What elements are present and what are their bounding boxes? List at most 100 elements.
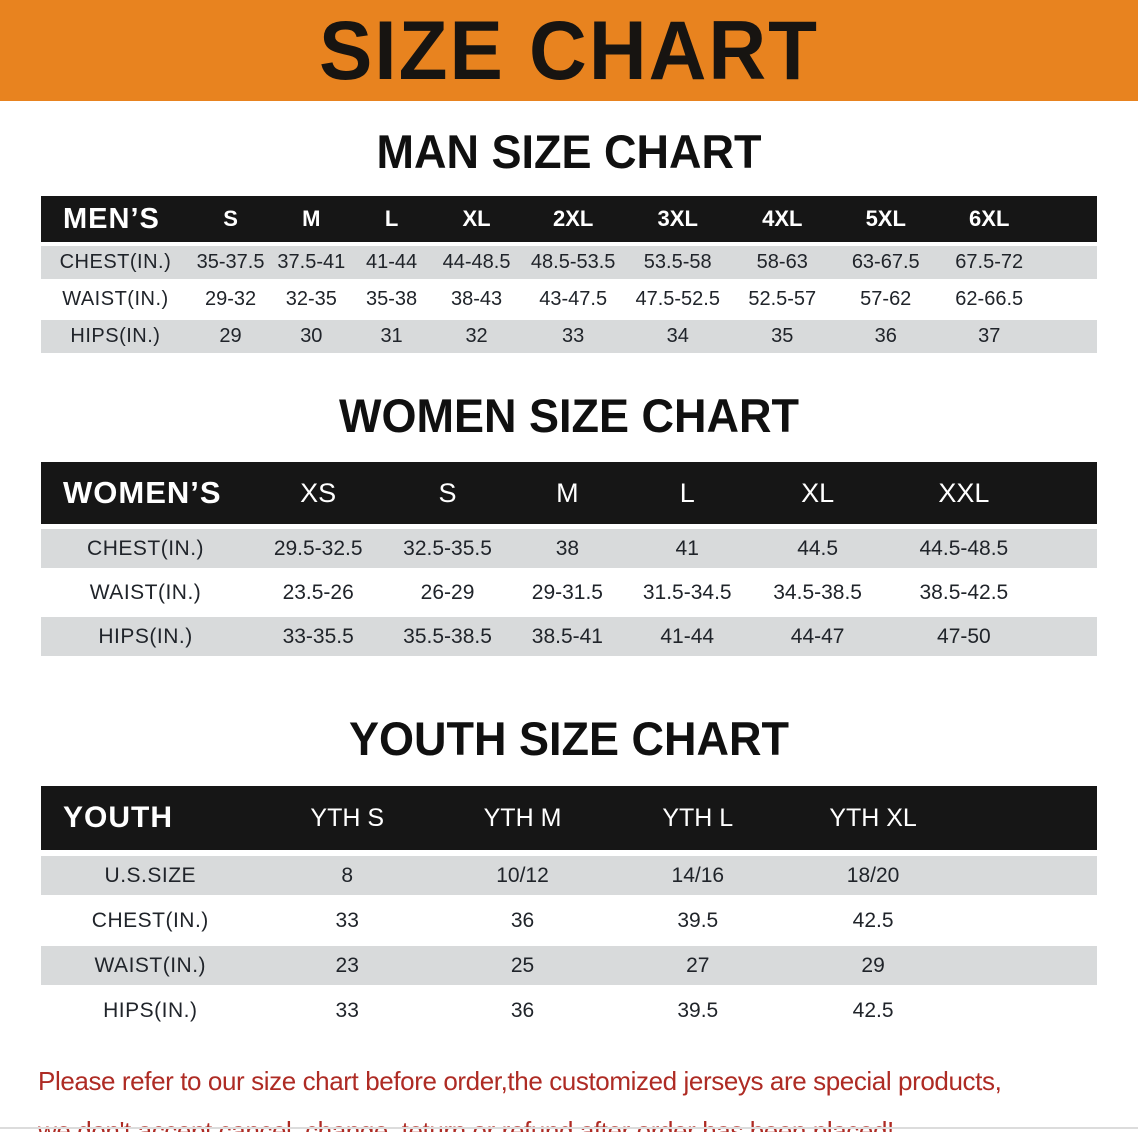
size-value-cell: 37 bbox=[937, 316, 1041, 353]
size-value-cell: 23.5-26 bbox=[250, 568, 387, 615]
size-value-cell: 62-66.5 bbox=[937, 279, 1041, 318]
size-value-cell: 37.5-41 bbox=[271, 242, 352, 281]
column-header-3xl: 3XL bbox=[624, 196, 731, 244]
size-value-cell: 31.5-34.5 bbox=[625, 568, 749, 615]
women-size-table: WOMEN’S XS S M L XL XXL CHEST(IN.) 29.5-32.5 32.5… bbox=[41, 462, 1097, 656]
size-value-cell: 47.5-52.5 bbox=[624, 279, 731, 318]
column-header-l: L bbox=[351, 196, 432, 244]
row-label: WAIST(IN.) bbox=[41, 279, 190, 318]
column-header-5xl: 5XL bbox=[834, 196, 938, 244]
row-label: CHEST(IN.) bbox=[41, 524, 251, 571]
size-value-cell: 38 bbox=[508, 524, 626, 571]
size-value-cell: 26-29 bbox=[386, 568, 509, 615]
table-row-waist-in: WAIST(IN.) 23 25 27 29 bbox=[41, 940, 1097, 988]
size-value-cell: 63-67.5 bbox=[834, 242, 938, 281]
row-filler bbox=[1040, 242, 1097, 281]
row-filler bbox=[1040, 524, 1097, 571]
size-value-cell: 33 bbox=[259, 895, 435, 943]
column-header-l: L bbox=[625, 462, 749, 527]
size-value-cell: 43-47.5 bbox=[521, 279, 625, 318]
size-value-cell: 35-38 bbox=[351, 279, 432, 318]
size-value-cell: 29-32 bbox=[189, 279, 272, 318]
bottom-divider bbox=[0, 1127, 1138, 1129]
size-value-cell: 33 bbox=[521, 316, 625, 353]
size-value-cell: 34 bbox=[624, 316, 731, 353]
youth-size-table: YOUTH YTH S YTH M YTH L YTH XL U.S.SIZE 8 10/12… bbox=[41, 786, 1097, 1030]
size-value-cell: 25 bbox=[434, 940, 611, 988]
youth-size-section: YOUTH SIZE CHART YOUTH YTH S YTH M YTH L YTH… bbox=[0, 711, 1138, 1030]
size-value-cell: 44.5 bbox=[748, 524, 887, 571]
row-filler bbox=[1040, 568, 1097, 615]
size-value-cell: 14/16 bbox=[610, 850, 786, 898]
size-value-cell: 32-35 bbox=[271, 279, 352, 318]
size-value-cell: 42.5 bbox=[785, 985, 961, 1030]
size-value-cell: 32 bbox=[431, 316, 522, 353]
row-label: WAIST(IN.) bbox=[41, 940, 260, 988]
size-header-row: YOUTH YTH S YTH M YTH L YTH XL bbox=[41, 786, 1097, 853]
column-header-yth-xl: YTH XL bbox=[785, 786, 961, 853]
table-row-u-s-size: U.S.SIZE 8 10/12 14/16 18/20 bbox=[41, 850, 1097, 898]
size-value-cell: 34.5-38.5 bbox=[748, 568, 887, 615]
row-label: HIPS(IN.) bbox=[41, 985, 260, 1030]
size-value-cell: 18/20 bbox=[785, 850, 961, 898]
table-row-hips-in: HIPS(IN.) 33 36 39.5 42.5 bbox=[41, 985, 1097, 1030]
row-filler bbox=[960, 985, 1097, 1030]
size-value-cell: 29-31.5 bbox=[508, 568, 626, 615]
column-header-yth-s: YTH S bbox=[259, 786, 435, 853]
size-value-cell: 8 bbox=[259, 850, 435, 898]
column-header-m: M bbox=[508, 462, 626, 527]
size-value-cell: 38.5-41 bbox=[508, 612, 626, 656]
row-label: HIPS(IN.) bbox=[41, 316, 190, 353]
size-value-cell: 36 bbox=[434, 985, 611, 1030]
size-value-cell: 39.5 bbox=[610, 895, 786, 943]
row-filler bbox=[960, 940, 1097, 988]
size-value-cell: 47-50 bbox=[886, 612, 1041, 656]
men-size-table: MEN’S S M L XL 2XL 3XL 4XL 5XL 6XL CHEST(IN.) 35-37… bbox=[41, 196, 1097, 353]
row-label: CHEST(IN.) bbox=[41, 895, 260, 943]
size-value-cell: 44.5-48.5 bbox=[886, 524, 1041, 571]
size-value-cell: 33 bbox=[259, 985, 435, 1030]
size-value-cell: 32.5-35.5 bbox=[386, 524, 509, 571]
column-header-6xl: 6XL bbox=[937, 196, 1041, 244]
column-header-s: S bbox=[189, 196, 272, 244]
size-value-cell: 33-35.5 bbox=[250, 612, 387, 656]
size-header-row: MEN’S S M L XL 2XL 3XL 4XL 5XL 6XL bbox=[41, 196, 1097, 244]
size-value-cell: 48.5-53.5 bbox=[521, 242, 625, 281]
size-value-cell: 27 bbox=[610, 940, 786, 988]
size-value-cell: 35.5-38.5 bbox=[386, 612, 509, 656]
column-header-xl: XL bbox=[431, 196, 522, 244]
column-header-xs: XS bbox=[250, 462, 387, 527]
row-filler bbox=[1040, 279, 1097, 318]
row-filler bbox=[960, 850, 1097, 898]
column-header-xxl: XXL bbox=[886, 462, 1041, 527]
size-value-cell: 29 bbox=[785, 940, 961, 988]
table-row-chest-in: CHEST(IN.) 29.5-32.5 32.5-35.5 38 41 44.5 44.5… bbox=[41, 524, 1097, 571]
size-value-cell: 29.5-32.5 bbox=[250, 524, 387, 571]
table-row-chest-in: CHEST(IN.) 33 36 39.5 42.5 bbox=[41, 895, 1097, 943]
size-value-cell: 44-47 bbox=[748, 612, 887, 656]
size-value-cell: 39.5 bbox=[610, 985, 786, 1030]
row-label: HIPS(IN.) bbox=[41, 612, 251, 656]
column-header-2xl: 2XL bbox=[521, 196, 625, 244]
size-value-cell: 31 bbox=[351, 316, 432, 353]
disclaimer-line-1: Please refer to our size chart before or… bbox=[38, 1066, 1002, 1096]
size-value-cell: 35-37.5 bbox=[189, 242, 272, 281]
size-value-cell: 35 bbox=[730, 316, 834, 353]
women-size-section: WOMEN SIZE CHART WOMEN’S XS S M L XL XXL CHEST(… bbox=[0, 389, 1138, 656]
banner: SIZE CHART bbox=[0, 0, 1138, 101]
header-filler bbox=[1040, 462, 1097, 527]
men-section-heading: MAN SIZE CHART bbox=[376, 124, 762, 179]
size-value-cell: 42.5 bbox=[785, 895, 961, 943]
size-value-cell: 58-63 bbox=[730, 242, 834, 281]
column-header-yth-m: YTH M bbox=[434, 786, 611, 853]
size-header-row: WOMEN’S XS S M L XL XXL bbox=[41, 462, 1097, 527]
row-filler bbox=[1040, 316, 1097, 353]
size-value-cell: 23 bbox=[259, 940, 435, 988]
size-value-cell: 52.5-57 bbox=[730, 279, 834, 318]
size-value-cell: 30 bbox=[271, 316, 352, 353]
size-value-cell: 10/12 bbox=[434, 850, 611, 898]
table-row-hips-in: HIPS(IN.) 33-35.5 35.5-38.5 38.5-41 41-44 44-… bbox=[41, 612, 1097, 656]
row-label: WAIST(IN.) bbox=[41, 568, 251, 615]
youth-section-heading: YOUTH SIZE CHART bbox=[348, 711, 789, 766]
header-filler bbox=[960, 786, 1097, 853]
